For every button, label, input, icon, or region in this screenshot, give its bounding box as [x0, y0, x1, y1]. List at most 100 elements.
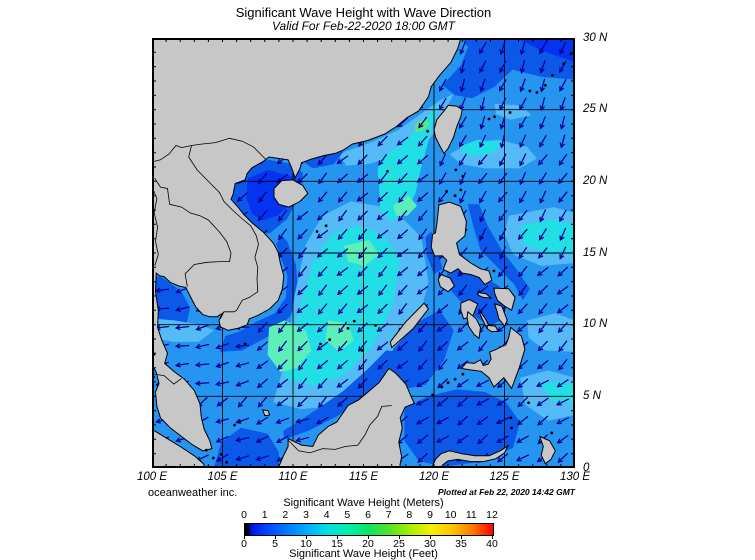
- wave-height-region: [219, 235, 299, 352]
- feet-tickmark: [399, 536, 400, 539]
- small-island-dot: [550, 431, 554, 435]
- land-taiwan: [433, 104, 463, 155]
- country-border: [154, 178, 232, 287]
- feet-tickmark: [275, 536, 276, 539]
- meters-tick-label: 11: [465, 509, 477, 521]
- meters-tick-label: 12: [486, 509, 498, 521]
- meters-tick-label: 8: [406, 509, 413, 521]
- feet-tick-label: 20: [362, 538, 374, 550]
- credit-text: oceanweather inc.: [148, 487, 238, 499]
- country-border: [188, 145, 259, 320]
- feet-tick-label: 25: [393, 538, 405, 550]
- x-axis-label: 125 E: [489, 471, 520, 483]
- small-island-dot: [487, 117, 491, 121]
- wave-height-region: [393, 195, 418, 216]
- legend-title-meters: Significant Wave Height (Meters): [283, 497, 444, 509]
- small-island-dot: [446, 381, 450, 385]
- small-island-dot: [569, 52, 573, 56]
- map-frame: [152, 38, 575, 468]
- land-mindanao: [460, 326, 526, 390]
- small-island-dot: [535, 91, 539, 94]
- small-island-dot: [445, 190, 449, 193]
- meters-tick-label: 10: [444, 509, 457, 521]
- feet-tickmark: [244, 536, 245, 539]
- small-island-dot: [360, 349, 364, 352]
- small-island-dot: [225, 460, 229, 464]
- feet-tickmark: [461, 536, 462, 539]
- y-axis-label: 30 N: [583, 31, 608, 44]
- latitude-axis: 30 N 25 N 20 N 15 N 10 N 5 N 0: [583, 0, 643, 560]
- land-mindoro: [437, 273, 456, 293]
- small-island-dot: [493, 115, 496, 119]
- wave-height-region: [284, 225, 401, 387]
- valid-time-subtitle: Valid For Feb-22-2020 18:00 GMT: [272, 19, 455, 33]
- wave-height-region: [267, 320, 312, 372]
- small-island-dot: [211, 456, 215, 460]
- small-island-dot: [243, 342, 247, 346]
- country-border: [287, 405, 392, 454]
- small-island-dot: [510, 426, 513, 430]
- wave-height-colorbar: [244, 523, 494, 536]
- feet-tick-label: 0: [241, 538, 247, 550]
- small-island-dot: [509, 416, 513, 420]
- wave-height-region: [446, 267, 509, 327]
- small-island-dot: [238, 420, 242, 423]
- x-axis-label: 120 E: [418, 471, 450, 483]
- meters-tick-label: 6: [365, 509, 371, 521]
- y-axis-label: 15 N: [583, 246, 608, 259]
- feet-tick-label: 40: [486, 538, 498, 550]
- small-island-dot: [324, 224, 328, 228]
- land-borneo: [277, 367, 415, 468]
- small-island-dot: [508, 111, 512, 114]
- small-island-dot: [453, 194, 457, 198]
- feet-tick-label: 10: [300, 538, 312, 550]
- land-leyte: [493, 303, 508, 328]
- small-island-dot: [492, 269, 496, 273]
- small-island-dot: [386, 169, 389, 173]
- meters-tick-label: 2: [282, 509, 289, 521]
- y-axis-label: 0: [583, 461, 590, 474]
- legend-meters-scale: 0 1 2 3 4 5 6 7 8 9 10 11 12: [241, 509, 498, 521]
- y-axis-label: 10 N: [583, 318, 608, 331]
- small-island-dot: [461, 174, 465, 178]
- x-axis-label: 105 E: [207, 471, 238, 483]
- land-luzon: [430, 201, 493, 286]
- meters-tick-label: 3: [303, 509, 309, 521]
- y-axis-label: 25 N: [583, 103, 608, 116]
- y-axis-label: 5 N: [583, 389, 601, 402]
- wave-height-region: [325, 320, 354, 352]
- small-island-dot: [352, 319, 356, 323]
- plotted-timestamp: Plotted at Feb 22, 2020 14:42 GMT: [438, 487, 575, 497]
- wave-height-region: [414, 118, 430, 132]
- land-halmahera: [538, 435, 556, 465]
- x-axis-label: 100 E: [136, 471, 168, 483]
- meters-tick-label: 5: [344, 509, 351, 521]
- small-island-dot: [319, 342, 322, 346]
- small-island-dot: [328, 338, 332, 342]
- x-axis-label: 130 E: [559, 471, 591, 483]
- land-mainland-asia: [152, 38, 462, 452]
- land-cebu: [479, 310, 492, 330]
- wave-height-region: [458, 139, 504, 156]
- small-island-dot: [527, 401, 530, 405]
- feet-tickmark: [306, 536, 307, 539]
- small-island-dot: [454, 168, 458, 172]
- meters-tick-label: 4: [323, 509, 330, 521]
- feet-tickmark: [337, 536, 338, 539]
- land-negros: [466, 310, 482, 340]
- feet-tick-label: 15: [331, 538, 343, 550]
- y-axis-label: 20 N: [583, 174, 608, 187]
- land-sumatra: [152, 428, 206, 468]
- legend-title-feet: Significant Wave Height (Feet): [289, 548, 438, 560]
- feet-tickmark: [368, 536, 369, 539]
- small-island-dot: [219, 453, 223, 456]
- wave-height-region: [338, 93, 454, 166]
- small-island-dot: [544, 83, 547, 87]
- land-masbate: [477, 291, 493, 299]
- wave-height-region: [527, 313, 575, 352]
- legend-feet-tickmarks: [244, 536, 494, 540]
- small-island-dot: [440, 385, 444, 389]
- meters-tick-label: 1: [261, 509, 268, 521]
- x-axis-label: 115 E: [348, 471, 379, 483]
